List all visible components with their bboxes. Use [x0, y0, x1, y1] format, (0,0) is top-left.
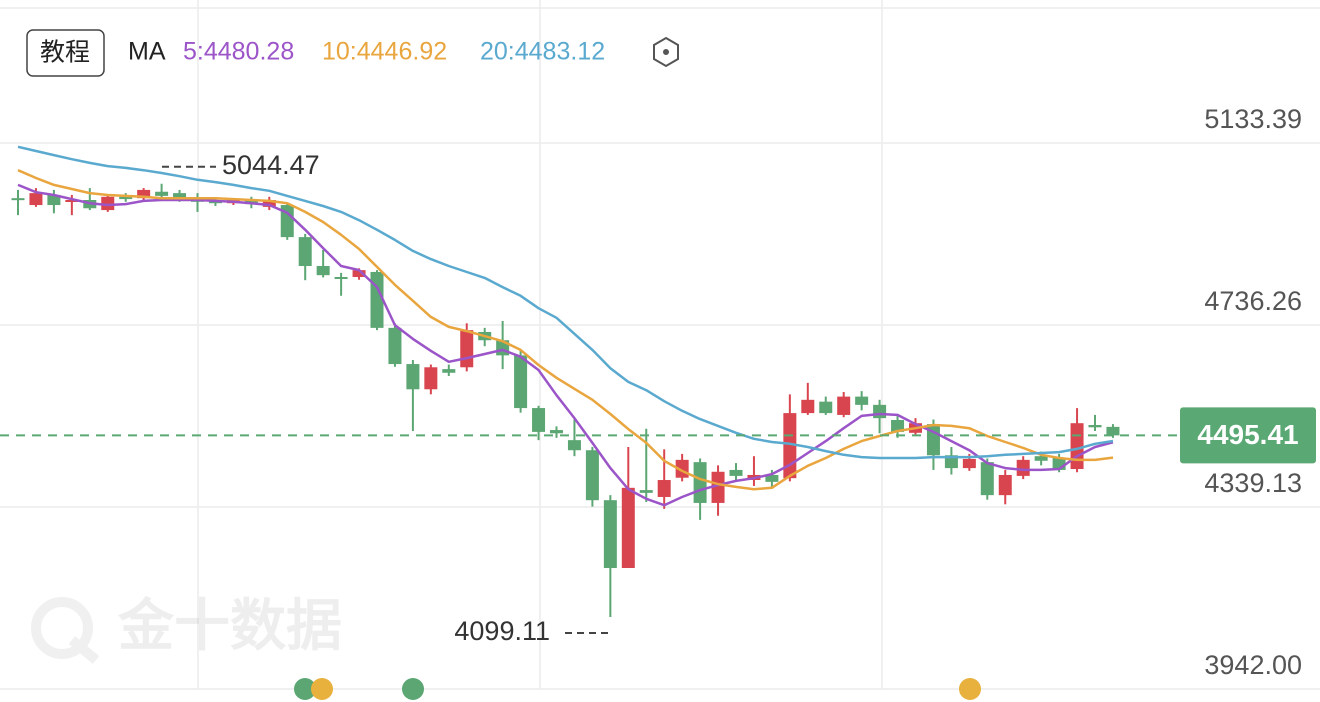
candle-body — [621, 487, 635, 569]
candle-body — [370, 271, 384, 328]
candle-body — [962, 458, 976, 469]
candle-body — [119, 196, 133, 200]
candle-body — [262, 199, 276, 207]
candle-body — [298, 237, 312, 266]
last-price-label: 4495.41 — [1197, 419, 1298, 450]
settings-icon-dot[interactable] — [663, 49, 669, 55]
candle-body — [442, 369, 456, 373]
candle-body — [926, 424, 940, 456]
candle-body — [137, 189, 151, 199]
candle-body — [1034, 456, 1048, 461]
candle-body — [801, 399, 815, 414]
mark-layer: 4495.41 5044.47 4099.11 — [0, 145, 1316, 646]
candle-body — [819, 401, 833, 414]
candle-body — [639, 490, 653, 493]
candle-body — [155, 191, 169, 196]
candle-body — [334, 276, 348, 279]
watermark-text: 金十数据 — [117, 594, 342, 657]
ma-line — [17, 145, 1114, 460]
tutorial-button[interactable] — [26, 29, 105, 77]
event-dot[interactable] — [402, 678, 424, 700]
watermark: 金十数据 — [31, 594, 342, 664]
ma-line — [17, 183, 1114, 507]
candle-body — [29, 193, 43, 206]
settings-icon[interactable] — [653, 36, 679, 68]
candle-body — [1088, 425, 1102, 428]
candle-body — [693, 462, 707, 503]
candle-body — [1106, 426, 1120, 436]
legend-entry: 20:4483.12 — [480, 38, 605, 66]
y-tick-label: 3942.00 — [1204, 650, 1302, 680]
candle-body — [585, 450, 599, 501]
candle-body — [980, 462, 994, 496]
candle-body — [280, 205, 294, 238]
legend-entry: 5:4480.28 — [183, 38, 294, 66]
candle-body — [873, 404, 887, 419]
candle-body — [729, 469, 743, 476]
ma-line — [17, 169, 1114, 491]
candle-body — [891, 419, 905, 432]
candle-body — [998, 474, 1012, 496]
candle-body — [11, 198, 25, 201]
candle-body — [47, 194, 61, 206]
candle-body — [567, 440, 581, 451]
y-tick-label: 4339.13 — [1204, 468, 1302, 498]
legend-entry: 10:4446.92 — [322, 38, 447, 66]
grid-layer: 5133.39 4736.26 4339.13 3942.00 — [0, 104, 1320, 690]
candle-body — [352, 270, 366, 277]
candle-body — [855, 396, 869, 405]
candle-body — [603, 500, 617, 569]
candle-body — [173, 193, 187, 199]
ma-title: MA — [128, 38, 166, 66]
y-tick-label: 4736.26 — [1204, 286, 1302, 316]
candle-body — [316, 265, 330, 276]
candle-body — [837, 396, 851, 415]
candle-body — [388, 327, 402, 365]
candle-body — [711, 471, 725, 503]
last-price-tag — [1180, 407, 1316, 464]
min-label: 4099.11 — [454, 616, 550, 646]
max-label: 5044.47 — [222, 150, 320, 180]
candle-body — [514, 355, 528, 409]
watermark-logo — [31, 597, 93, 659]
candle-body — [944, 455, 958, 469]
candle-body — [101, 196, 115, 211]
candle-body — [1016, 459, 1030, 476]
y-tick-label: 5133.39 — [1204, 104, 1302, 134]
candle-body — [460, 330, 474, 368]
tutorial-button-label[interactable]: 教程 — [40, 39, 90, 67]
candle-body — [550, 430, 563, 434]
candle-body — [406, 364, 420, 390]
candle-body — [424, 367, 438, 390]
watermark-logo — [68, 636, 100, 664]
event-dot[interactable] — [311, 678, 333, 700]
candle-body — [532, 408, 546, 432]
legend: 5:4480.28 10:4446.92 20:4483.12 — [183, 38, 605, 66]
candle-body — [1052, 458, 1066, 470]
event-dot[interactable] — [959, 678, 981, 700]
candle-body — [1070, 423, 1084, 470]
candle-body — [657, 480, 671, 497]
candle-body — [765, 474, 779, 482]
candle-body — [65, 199, 79, 202]
event-dot[interactable] — [294, 678, 316, 700]
